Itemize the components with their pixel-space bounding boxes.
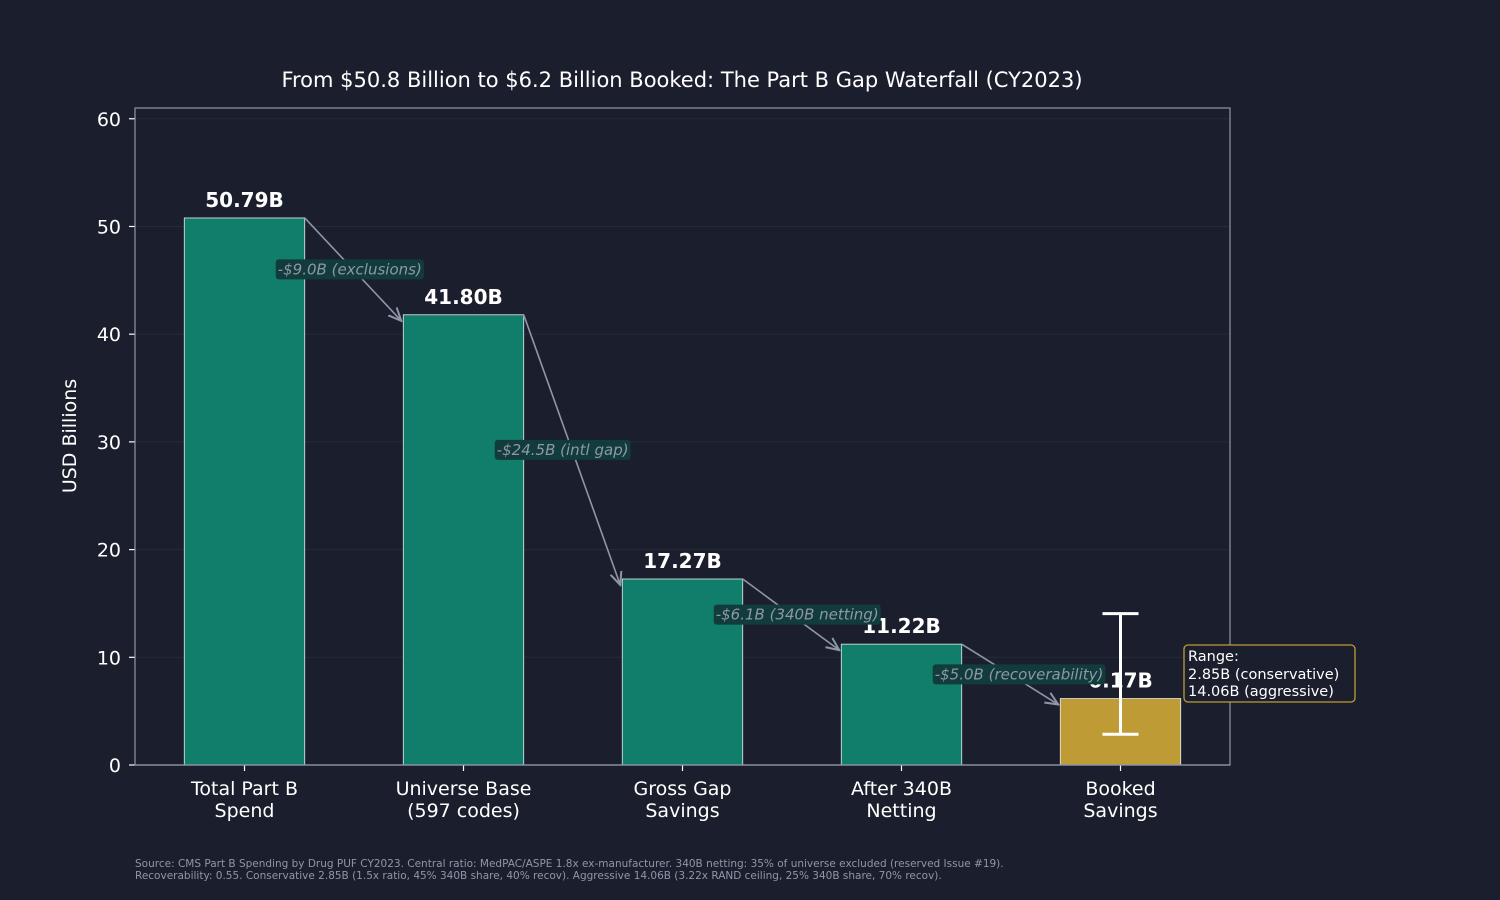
bar-value-label: 41.80B (424, 285, 503, 309)
y-axis-label: USD Billions (59, 379, 81, 493)
step-annotation-box (932, 664, 1106, 685)
footnote-line-1: Source: CMS Part B Spending by Drug PUF … (135, 858, 1004, 870)
y-tick-label: 20 (97, 540, 121, 562)
range-box: Range: 2.85B (conservative) 14.06B (aggr… (1183, 644, 1356, 703)
x-tick-label: Booked (1085, 778, 1155, 800)
y-tick-label: 60 (97, 109, 121, 131)
x-tick-label: Savings (645, 800, 719, 822)
plot-frame (134, 107, 1231, 766)
step-annotation-label: -$5.0B (recoverability) (935, 665, 1104, 683)
bar (402, 314, 525, 766)
bar-value-label: 17.27B (643, 549, 722, 573)
y-tick-label: 50 (97, 216, 121, 238)
step-annotation: -$24.5B (intl gap) (494, 439, 631, 460)
bar-value-label: 50.79B (205, 188, 284, 212)
x-tick-label: Netting (866, 800, 936, 822)
x-tick-label: Savings (1083, 800, 1157, 822)
y-tick-label: 30 (97, 432, 121, 454)
range-box-line-3: 14.06B (aggressive) (1188, 684, 1334, 700)
step-annotation-label: -$24.5B (intl gap) (497, 441, 629, 459)
step-annotation-label: -$6.1B (340B netting) (716, 606, 879, 624)
x-tick-label: Spend (215, 800, 275, 822)
x-tick-label: Universe Base (396, 778, 532, 800)
x-tick-label: Total Part B (190, 778, 298, 800)
source-footnote: Source: CMS Part B Spending by Drug PUF … (135, 858, 1004, 882)
step-annotation-label: -$9.0B (exclusions) (278, 260, 422, 278)
step-annotation-box (713, 604, 881, 625)
step-annotation: -$9.0B (exclusions) (275, 259, 424, 280)
chart-title: From $50.8 Billion to $6.2 Billion Booke… (281, 68, 1082, 92)
y-tick-label: 10 (97, 647, 121, 669)
range-box-line-1: Range: (1188, 649, 1239, 665)
x-tick-label: After 340B (851, 778, 952, 800)
bar (840, 643, 963, 766)
x-tick-label: (597 codes) (407, 800, 520, 822)
x-tick-label: Gross Gap (633, 778, 731, 800)
step-annotation: -$6.1B (340B netting) (713, 604, 881, 625)
range-box-line-2: 2.85B (conservative) (1188, 667, 1339, 683)
step-annotation-box (275, 259, 424, 280)
y-tick-label: 0 (109, 755, 121, 777)
bar (183, 217, 306, 766)
step-annotation-box (494, 439, 631, 460)
y-tick-label: 40 (97, 324, 121, 346)
footnote-line-2: Recoverability: 0.55. Conservative 2.85B… (135, 870, 942, 882)
step-annotation: -$5.0B (recoverability) (932, 664, 1106, 685)
